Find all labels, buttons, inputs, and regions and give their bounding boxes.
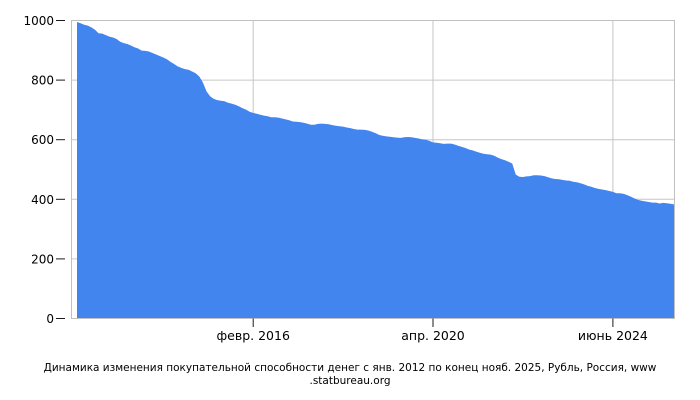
chart-caption-line2: .statbureau.org xyxy=(309,375,391,387)
chart-caption: Динамика изменения покупательной способн… xyxy=(0,362,700,388)
x-tick-label-feb2016: февр. 2016 xyxy=(216,328,289,343)
x-tick-label-jun2024: июнь 2024 xyxy=(578,328,648,343)
x-axis: февр. 2016 апр. 2020 июнь 2024 xyxy=(216,318,648,343)
y-tick-label-400: 400 xyxy=(31,193,54,207)
chart-svg: 1000 800 600 400 200 0 февр. 2016 апр. 2… xyxy=(23,14,675,343)
y-tick-label-800: 800 xyxy=(31,74,54,88)
y-tick-label-1000: 1000 xyxy=(23,14,54,28)
chart-caption-line1: Динамика изменения покупательной способн… xyxy=(43,362,657,374)
y-tick-label-200: 200 xyxy=(31,252,54,266)
x-tick-label-apr2020: апр. 2020 xyxy=(401,328,465,343)
y-axis: 1000 800 600 400 200 0 xyxy=(23,14,65,326)
plot-border xyxy=(71,20,675,319)
area-series xyxy=(77,22,674,319)
y-tick-label-0: 0 xyxy=(46,312,54,326)
y-tick-label-600: 600 xyxy=(31,133,54,147)
